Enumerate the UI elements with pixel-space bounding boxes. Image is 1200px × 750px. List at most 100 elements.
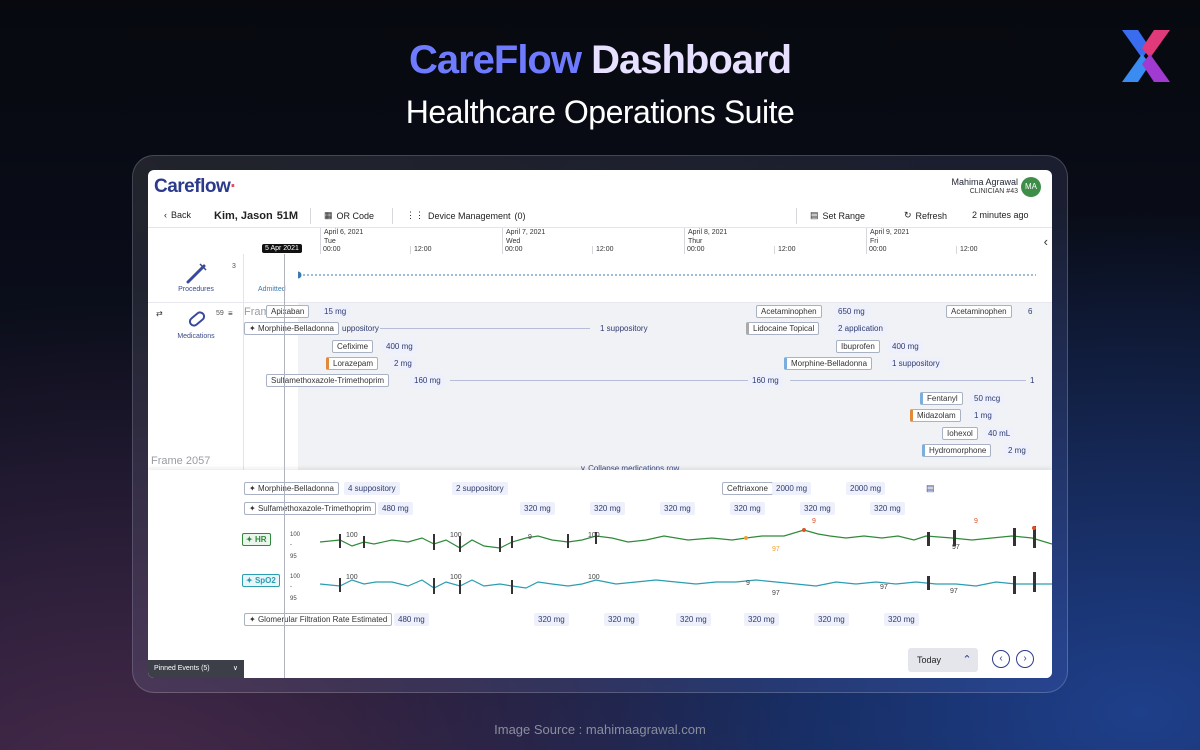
axis-label: 100	[290, 574, 301, 580]
spo2-value: 100	[450, 574, 462, 581]
med-pill[interactable]: Morphine-Belladonna	[784, 357, 873, 370]
hour-label: 12:00	[596, 246, 614, 253]
hr-value: 97	[772, 546, 780, 553]
prev-button[interactable]: ‹	[992, 650, 1010, 668]
med-dose: 1	[1030, 376, 1035, 385]
filter-icon[interactable]: ≡	[228, 309, 233, 318]
med-dose: 50 mcg	[970, 392, 1005, 405]
axis-label: 100	[290, 532, 301, 538]
pin-icon: ✦	[246, 576, 255, 585]
med-pill[interactable]: Hydromorphone	[922, 444, 992, 457]
frame-label: Frame 2057	[151, 455, 211, 467]
med-dose: 1 suppository	[600, 324, 648, 333]
chevron-double-up-icon[interactable]: ⌃	[962, 654, 972, 666]
pinned-med[interactable]: Ceftriaxone	[722, 482, 773, 495]
row-labels	[148, 254, 244, 638]
med-pill[interactable]: Lidocaine Topical	[746, 322, 820, 335]
chevron-double-down-icon: ∨	[232, 665, 238, 672]
med-dose: 480 mg	[378, 502, 413, 515]
brand-x-logo-icon	[1122, 30, 1170, 82]
back-button[interactable]: ‹ Back	[164, 210, 192, 220]
med-dose: 320 mg	[534, 613, 569, 626]
last-updated: 2 minutes ago	[972, 210, 1029, 220]
med-pill[interactable]: Apixaban	[266, 305, 310, 318]
pill-icon	[188, 311, 206, 327]
patient-meta: 51M	[276, 210, 299, 222]
medications-count: 59	[216, 310, 224, 317]
set-range-button[interactable]: ▤ Set Range	[810, 210, 866, 221]
pinned-events-toggle[interactable]: Pinned Events (5) ∨	[148, 660, 244, 678]
chevron-left-icon[interactable]: ‹	[1043, 234, 1048, 249]
procedures-label: Procedures	[178, 286, 214, 293]
timeline-header: April 6, 2021 Tue April 7, 2021 Wed April …	[244, 228, 1052, 254]
spo2-value: 97	[772, 590, 780, 597]
procedures-count: 3	[232, 263, 236, 270]
collapse-medications-button[interactable]: ∨ Collapse medications row	[580, 464, 680, 473]
med-dose: 4 suppository	[344, 482, 400, 495]
med-dose: 650 mg	[834, 305, 869, 318]
current-time-cursor[interactable]	[284, 254, 285, 678]
or-code-button[interactable]: ▦ OR Code	[324, 210, 375, 221]
admitted-track	[298, 271, 1036, 279]
hr-value: 97	[952, 544, 960, 551]
pin-icon: ✦	[249, 484, 258, 493]
med-pill[interactable]: Fentanyl	[920, 392, 963, 405]
med-pill[interactable]: Iohexol	[942, 427, 978, 440]
app-logo[interactable]: Careflow·	[154, 176, 237, 197]
med-dose: 1 mg	[970, 409, 996, 422]
avatar[interactable]: MA	[1021, 177, 1041, 197]
hr-value: 100	[450, 532, 462, 539]
med-pill[interactable]: Cefixime	[332, 340, 374, 353]
patient-header: Kim, Jason 51M	[214, 210, 298, 222]
spo2-value: 100	[346, 574, 358, 581]
qr-code-icon: ▦	[324, 210, 333, 220]
pin-icon: ✦	[249, 504, 258, 513]
pinned-med-gfr[interactable]: ✦ Glomerular Filtration Rate Estimated	[244, 613, 393, 626]
med-pill[interactable]: Ibuprofen	[836, 340, 880, 353]
day-column: April 7, 2021 Wed	[502, 228, 545, 254]
med-dose: 2 mg	[390, 357, 416, 370]
pin-icon: ✦	[246, 535, 255, 544]
hour-label: 12:00	[414, 246, 432, 253]
med-dose: 320 mg	[590, 502, 625, 515]
refresh-button[interactable]: ↻ Refresh	[904, 210, 948, 221]
spo2-value: 97	[950, 588, 958, 595]
hero-subtitle: Healthcare Operations Suite	[405, 94, 795, 130]
calendar-icon: ▤	[810, 210, 819, 220]
note-icon[interactable]: ▤	[926, 483, 935, 493]
hr-tag[interactable]: ✦ HR	[242, 533, 271, 546]
med-dose: 2000 mg	[772, 482, 812, 495]
next-button[interactable]: ›	[1016, 650, 1034, 668]
med-dose: 160 mg	[410, 374, 445, 387]
med-dose: 320 mg	[744, 613, 779, 626]
hero-title: CareFlow Dashboard	[408, 38, 792, 82]
med-pill[interactable]: Lorazepam	[326, 357, 379, 370]
med-pill-morphine[interactable]: ✦ Morphine-Belladonna	[244, 322, 339, 335]
hr-value: 9	[528, 534, 532, 541]
hour-label: 00:00	[687, 246, 705, 253]
axis-label: 95	[290, 554, 297, 560]
pinned-med-morphine[interactable]: ✦ Morphine-Belladonna	[244, 482, 339, 495]
device-management-button[interactable]: ⋮⋮ Device Management (0)	[406, 210, 526, 221]
hour-label: 00:00	[323, 246, 341, 253]
hour-label: 12:00	[778, 246, 796, 253]
current-date-badge: 5 Apr 2021	[262, 244, 302, 253]
med-pill[interactable]: Sulfamethoxazole-Trimethoprim	[266, 374, 390, 387]
pinned-med-sulfa[interactable]: ✦ Sulfamethoxazole-Trimethoprim	[244, 502, 377, 515]
waveform-icon: ⋮⋮	[406, 210, 424, 220]
med-dose: 320 mg	[730, 502, 765, 515]
med-dose: 15 mg	[320, 305, 351, 318]
med-pill[interactable]: Acetaminophen	[946, 305, 1012, 318]
admitted-event[interactable]: Admitted	[258, 286, 286, 293]
med-pill[interactable]: Midazolam	[910, 409, 961, 422]
today-button[interactable]: Today	[908, 648, 978, 672]
hr-value: 100	[346, 532, 358, 539]
spo2-value: 97	[880, 584, 888, 591]
axis-label: -	[290, 542, 292, 548]
sliders-icon[interactable]: ⇄	[156, 309, 163, 318]
med-pill[interactable]: Acetaminophen	[756, 305, 822, 318]
med-dose: 320 mg	[884, 613, 919, 626]
spo2-tag[interactable]: ✦ SpO2	[242, 574, 280, 587]
med-dose: 400 mg	[888, 340, 923, 353]
med-dose: 2 application	[834, 322, 887, 335]
